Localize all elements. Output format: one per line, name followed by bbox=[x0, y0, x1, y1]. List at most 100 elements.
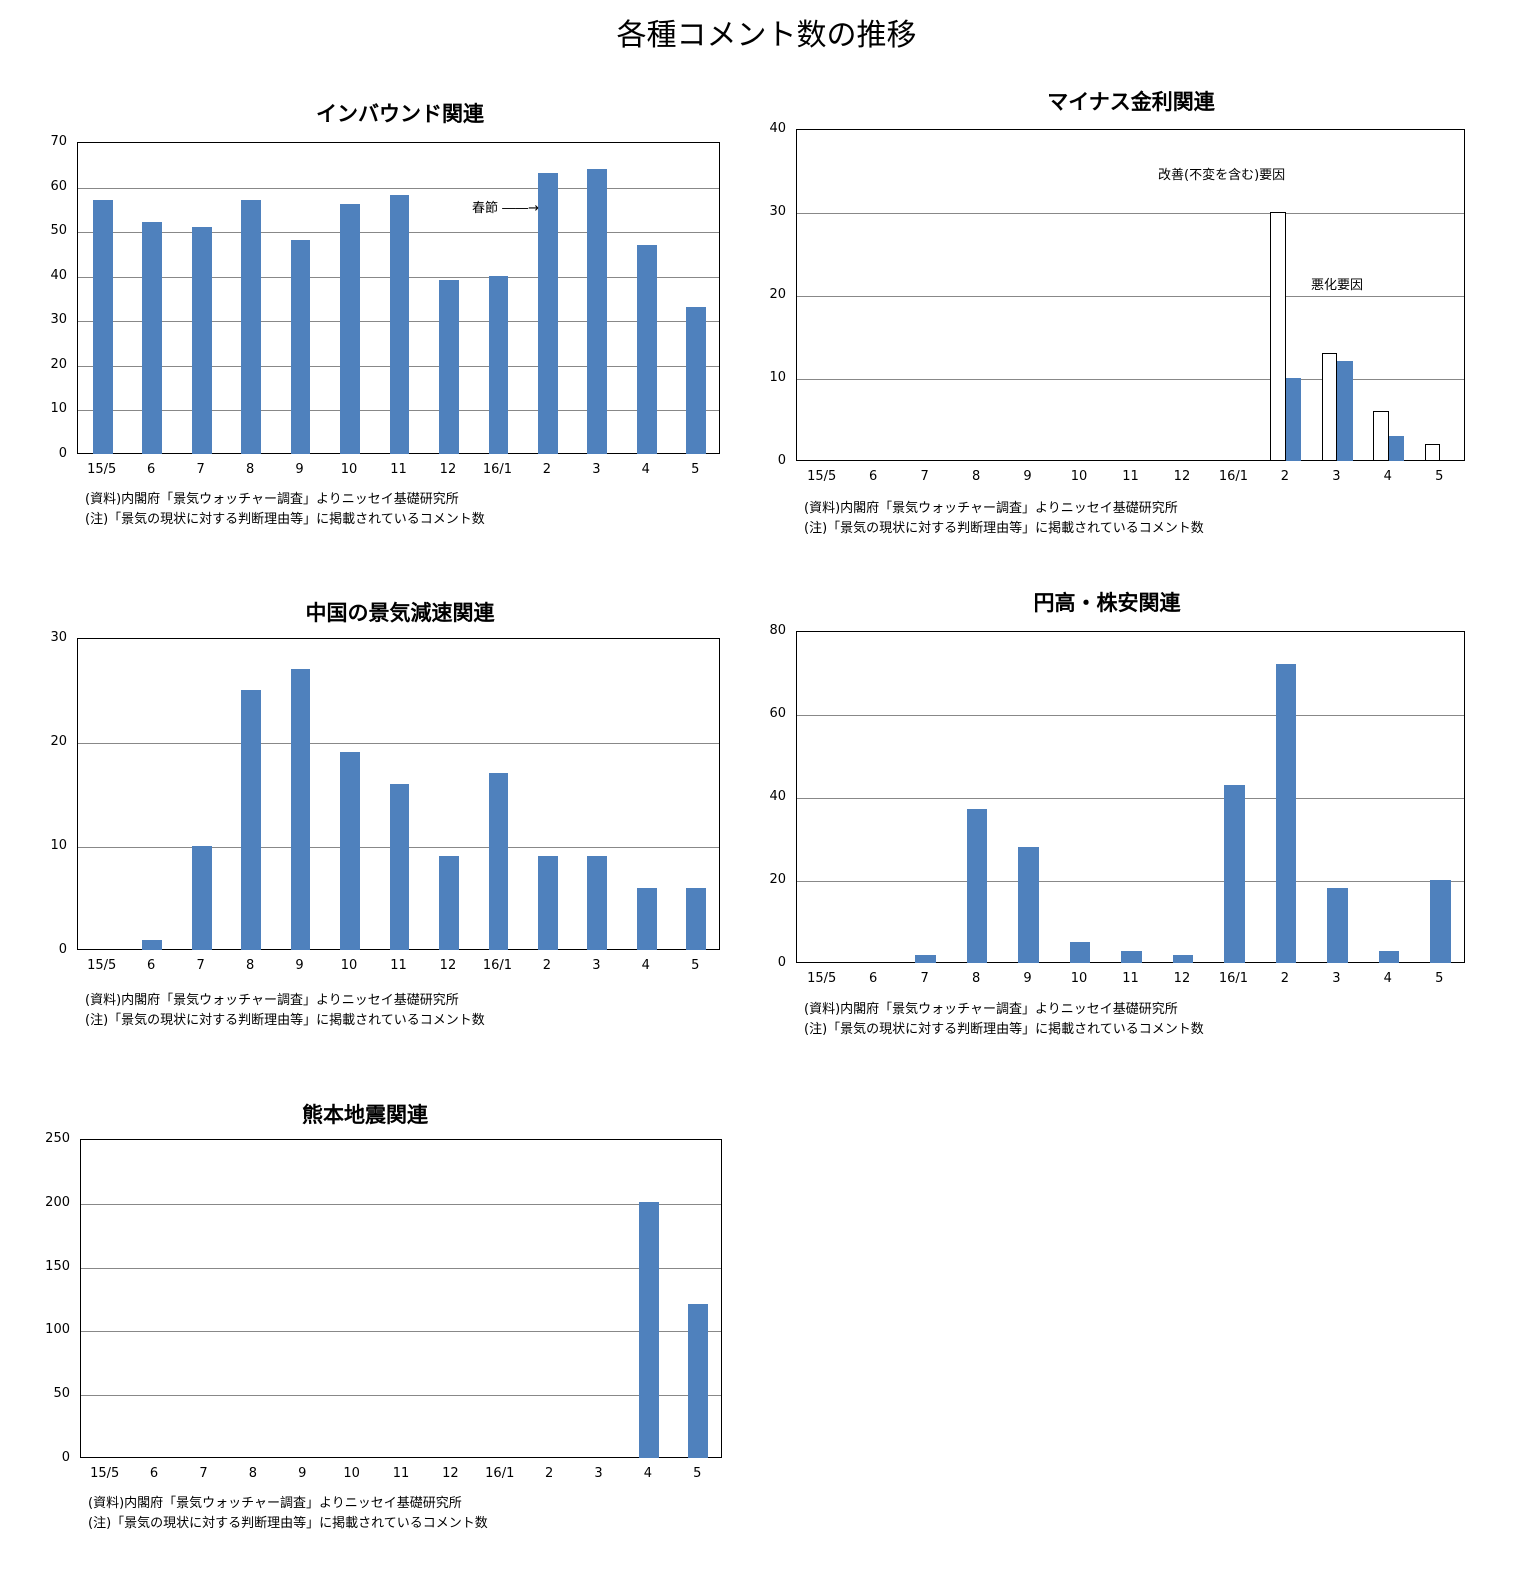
x-tick-label: 9 bbox=[1023, 469, 1032, 484]
bar bbox=[1378, 950, 1400, 963]
x-tick-label: 4 bbox=[1383, 971, 1392, 986]
x-tick-label: 7 bbox=[199, 1466, 208, 1481]
y-tick-label: 30 bbox=[50, 312, 67, 328]
bar bbox=[1321, 353, 1338, 461]
y-tick-label: 30 bbox=[769, 204, 786, 219]
x-tick-label: 3 bbox=[1332, 971, 1341, 986]
bar bbox=[639, 1201, 659, 1458]
y-tick-label: 40 bbox=[50, 267, 67, 283]
x-tick-label: 10 bbox=[1070, 971, 1088, 986]
x-tick-label: 9 bbox=[1023, 971, 1032, 986]
x-tick-label: 7 bbox=[920, 469, 929, 484]
x-tick-label: 16/1 bbox=[485, 1466, 515, 1481]
x-tick-label: 2 bbox=[1280, 469, 1290, 484]
bar bbox=[241, 690, 261, 950]
x-tick-label: 15/5 bbox=[87, 462, 117, 477]
footnote: (注)「景気の現状に対する判断理由等」に掲載されているコメント数 bbox=[85, 512, 485, 527]
bar bbox=[1069, 942, 1091, 963]
bar bbox=[1337, 361, 1353, 461]
bar bbox=[1373, 411, 1389, 461]
y-tick-label: 80 bbox=[769, 623, 786, 638]
y-tick-label: 20 bbox=[50, 356, 67, 372]
x-tick-label: 5 bbox=[1435, 971, 1444, 986]
bar bbox=[241, 199, 261, 454]
gridline bbox=[81, 1331, 721, 1333]
y-tick-label: 0 bbox=[58, 942, 67, 957]
gridline bbox=[78, 187, 719, 189]
x-tick-label: 10 bbox=[340, 958, 358, 973]
x-tick-label: 8 bbox=[971, 971, 981, 986]
source-note: (資料)内閣府「景気ウォッチャー調査」よりニッセイ基礎研究所 bbox=[85, 993, 459, 1008]
x-tick-label: 2 bbox=[542, 462, 552, 477]
y-tick-label: 10 bbox=[50, 401, 67, 417]
annotation-improve: 改善(不変を含む)要因 bbox=[1158, 168, 1286, 183]
x-tick-label: 6 bbox=[147, 958, 156, 973]
x-tick-label: 7 bbox=[196, 958, 205, 973]
gridline bbox=[797, 379, 1464, 380]
y-tick-label: 0 bbox=[777, 453, 786, 468]
x-tick-label: 16/1 bbox=[482, 958, 513, 973]
footnote: (注)「景気の現状に対する判断理由等」に掲載されているコメント数 bbox=[804, 1022, 1204, 1037]
gridline bbox=[797, 715, 1464, 716]
chart-title: 中国の景気減速関連 bbox=[305, 601, 495, 625]
x-tick-label: 6 bbox=[149, 1466, 159, 1481]
bar bbox=[1429, 880, 1451, 963]
bar bbox=[688, 1303, 709, 1458]
x-tick-label: 3 bbox=[594, 1466, 603, 1481]
y-tick-label: 20 bbox=[769, 287, 786, 302]
plot-area bbox=[77, 638, 720, 950]
x-tick-label: 16/1 bbox=[1218, 971, 1249, 986]
y-tick-label: 60 bbox=[769, 706, 786, 721]
bar bbox=[340, 204, 360, 454]
bar bbox=[537, 173, 558, 454]
bar bbox=[290, 240, 311, 454]
bar bbox=[1275, 664, 1297, 963]
chart-title: 円高・株安関連 bbox=[1033, 591, 1181, 615]
x-tick-label: 12 bbox=[1173, 971, 1191, 986]
x-tick-label: 4 bbox=[641, 462, 650, 477]
bar bbox=[686, 306, 707, 454]
bar bbox=[1172, 954, 1194, 963]
bar bbox=[142, 222, 163, 454]
x-tick-label: 6 bbox=[147, 462, 156, 477]
y-tick-label: 60 bbox=[50, 178, 67, 194]
bar bbox=[1270, 212, 1286, 461]
x-tick-label: 7 bbox=[196, 462, 205, 477]
x-tick-label: 4 bbox=[1383, 469, 1392, 484]
y-tick-label: 50 bbox=[50, 223, 67, 239]
y-tick-label: 0 bbox=[61, 1450, 70, 1465]
x-tick-label: 5 bbox=[691, 462, 700, 477]
y-tick-label: 150 bbox=[45, 1258, 70, 1274]
source-note: (資料)内閣府「景気ウォッチャー調査」よりニッセイ基礎研究所 bbox=[85, 492, 459, 507]
x-tick-label: 11 bbox=[390, 462, 407, 477]
x-tick-label: 8 bbox=[248, 1466, 257, 1481]
bar bbox=[1224, 784, 1245, 963]
x-tick-label: 8 bbox=[971, 469, 981, 484]
gridline bbox=[797, 798, 1464, 799]
bar bbox=[191, 226, 212, 454]
y-tick-label: 200 bbox=[45, 1194, 70, 1210]
x-tick-label: 7 bbox=[920, 971, 929, 986]
y-tick-label: 40 bbox=[769, 121, 786, 136]
bar bbox=[488, 275, 509, 454]
gridline bbox=[78, 743, 719, 744]
bar bbox=[191, 846, 212, 950]
x-tick-label: 5 bbox=[693, 1466, 702, 1481]
x-tick-label: 3 bbox=[1332, 469, 1341, 484]
x-tick-label: 6 bbox=[869, 971, 878, 986]
y-tick-label: 40 bbox=[769, 789, 786, 804]
x-tick-label: 10 bbox=[343, 1466, 360, 1481]
source-note: (資料)内閣府「景気ウォッチャー調査」よりニッセイ基礎研究所 bbox=[804, 1002, 1178, 1017]
x-tick-label: 5 bbox=[691, 958, 700, 973]
x-tick-label: 9 bbox=[295, 462, 304, 477]
bar bbox=[1388, 436, 1405, 461]
bar bbox=[636, 244, 657, 454]
bar bbox=[1018, 846, 1039, 963]
source-note: (資料)内閣府「景気ウォッチャー調査」よりニッセイ基礎研究所 bbox=[804, 501, 1178, 516]
plot-area bbox=[80, 1139, 722, 1458]
y-tick-label: 10 bbox=[50, 838, 67, 853]
x-tick-label: 16/1 bbox=[1218, 469, 1249, 484]
x-tick-label: 11 bbox=[392, 1466, 410, 1481]
bar bbox=[1121, 950, 1142, 963]
x-tick-label: 2 bbox=[1280, 971, 1290, 986]
